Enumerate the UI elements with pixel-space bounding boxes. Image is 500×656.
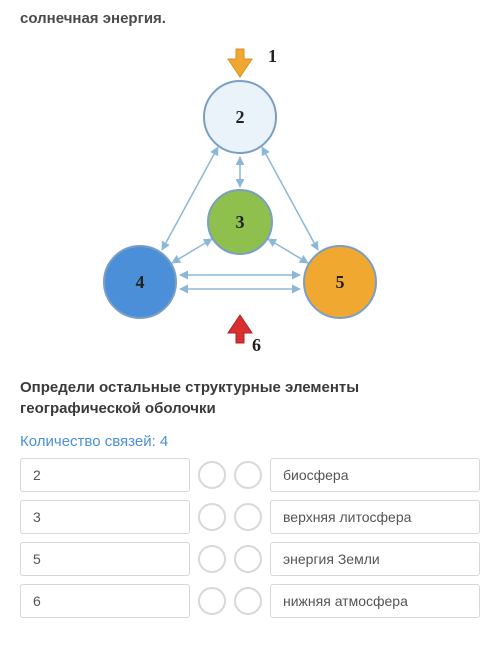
left-option[interactable]: 2 xyxy=(20,458,190,492)
diagram-svg: 1 6 2 3 4 5 xyxy=(20,37,480,357)
radio-right[interactable] xyxy=(234,587,262,615)
match-row: 5 энергия Земли xyxy=(20,542,480,576)
question-text: Определи остальные структурные элементы … xyxy=(20,377,480,419)
edge-3-4 xyxy=(172,239,212,263)
svg-text:3: 3 xyxy=(236,212,245,232)
external-arrow-top: 1 xyxy=(228,46,277,77)
svg-text:5: 5 xyxy=(336,272,345,292)
svg-text:2: 2 xyxy=(236,107,245,127)
left-option[interactable]: 5 xyxy=(20,542,190,576)
match-row: 3 верхняя литосфера xyxy=(20,500,480,534)
svg-text:4: 4 xyxy=(136,272,145,292)
external-arrow-bottom: 6 xyxy=(228,315,261,355)
radio-right[interactable] xyxy=(234,503,262,531)
node-3: 3 xyxy=(208,190,272,254)
label-1: 1 xyxy=(268,46,277,66)
radio-left[interactable] xyxy=(198,503,226,531)
radio-right[interactable] xyxy=(234,545,262,573)
edge-3-5 xyxy=(268,239,308,263)
left-option[interactable]: 3 xyxy=(20,500,190,534)
radio-left[interactable] xyxy=(198,545,226,573)
right-option[interactable]: биосфера xyxy=(270,458,480,492)
links-label: Количество связей: xyxy=(20,433,156,450)
radio-left[interactable] xyxy=(198,461,226,489)
label-6: 6 xyxy=(252,335,261,355)
right-option[interactable]: нижняя атмосфера xyxy=(270,584,480,618)
left-option[interactable]: 6 xyxy=(20,584,190,618)
radio-right[interactable] xyxy=(234,461,262,489)
partial-header: солнечная энергия. xyxy=(20,10,480,27)
links-count: Количество связей: 4 xyxy=(20,433,480,450)
radio-left[interactable] xyxy=(198,587,226,615)
node-4: 4 xyxy=(104,246,176,318)
node-2: 2 xyxy=(204,81,276,153)
right-option[interactable]: энергия Земли xyxy=(270,542,480,576)
match-area: 2 биосфера 3 верхняя литосфера 5 энергия… xyxy=(20,458,480,618)
diagram: 1 6 2 3 4 5 xyxy=(20,37,480,357)
node-5: 5 xyxy=(304,246,376,318)
match-row: 2 биосфера xyxy=(20,458,480,492)
right-option[interactable]: верхняя литосфера xyxy=(270,500,480,534)
match-row: 6 нижняя атмосфера xyxy=(20,584,480,618)
links-value: 4 xyxy=(160,433,168,450)
